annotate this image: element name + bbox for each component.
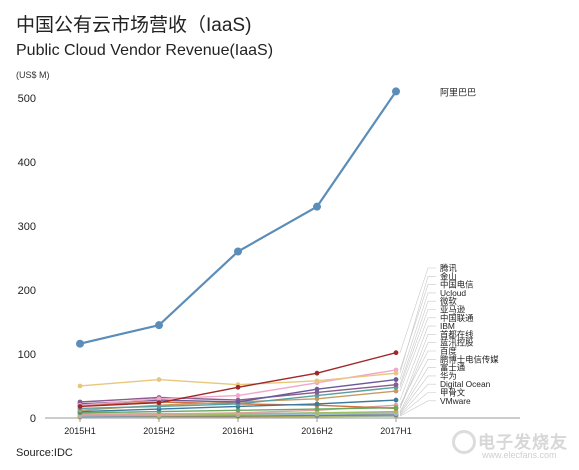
data-point (314, 406, 320, 412)
legend-label: 中国电信 (440, 280, 474, 290)
legend-label: IBM (440, 321, 455, 331)
legend-label: 华为 (440, 371, 457, 381)
data-point (393, 405, 399, 411)
x-tick-label: 2015H1 (64, 426, 96, 436)
y-axis-unit: (US$ M) (16, 70, 50, 80)
legend-leader-line (399, 309, 436, 388)
legend-leader-line (399, 350, 436, 406)
legend-label: Ucloud (440, 288, 466, 298)
legend-leader-line (399, 392, 436, 416)
data-point (77, 404, 83, 409)
data-point (392, 87, 400, 96)
chart-title-cn: 中国公有云市场营收（IaaS) (16, 15, 252, 36)
legend-label: 鹏博士电信传媒 (440, 354, 499, 364)
data-point (393, 382, 399, 388)
legend-leader-line (399, 400, 436, 417)
data-point (156, 400, 162, 406)
series-lines (76, 87, 400, 420)
line-chart: 0 100 200 300 400 500 2015H1 2015H2 2016H1 2016H2… (18, 87, 520, 436)
data-point (235, 393, 241, 398)
x-tick-label: 2016H2 (301, 426, 333, 436)
legend-leader-line (399, 317, 436, 392)
data-point (313, 202, 321, 211)
legend-label: 百度 (440, 346, 457, 356)
y-tick-label: 100 (18, 349, 36, 361)
legend-label: Digital Ocean (440, 379, 491, 389)
data-point (156, 377, 162, 382)
data-point (235, 384, 241, 390)
legend-leader-line (399, 267, 436, 353)
data-point (314, 386, 320, 392)
legend-label: 金山 (440, 271, 457, 281)
y-tick-label: 400 (18, 157, 36, 169)
legend-label: 富士通 (440, 363, 466, 373)
data-point (76, 339, 84, 348)
y-tick-label: 200 (18, 285, 36, 297)
legend-leader-line (399, 383, 436, 416)
legend-leader-line (399, 334, 436, 408)
legend-label: 阿里巴巴 (440, 87, 476, 97)
watermark-text-en: www.elecfans.com (482, 450, 557, 460)
x-tick-label: 2017H1 (380, 426, 412, 436)
legend-label: VMware (440, 396, 471, 406)
watermark: 电子发烧友 www.elecfans.com (452, 426, 574, 466)
legend-leader-line (399, 292, 436, 380)
data-point (314, 401, 320, 407)
y-tick-label: 500 (18, 93, 36, 105)
watermark-logo-icon (452, 430, 476, 454)
source-note: Source:IDC (16, 447, 73, 459)
x-tick-label: 2015H2 (143, 426, 175, 436)
data-point (314, 378, 320, 384)
data-point (393, 377, 399, 382)
legend-leader-line (399, 300, 436, 385)
data-point (393, 388, 399, 394)
legend: 阿里巴巴腾讯金山中国电信Ucloud微软亚马逊中国联通IBM首都在线蓝汛控股百度… (399, 87, 499, 417)
series-line (79, 90, 397, 345)
data-point (155, 321, 163, 330)
data-point (156, 396, 162, 402)
legend-label: 微软 (440, 296, 457, 306)
legend-leader-line (399, 375, 436, 414)
legend-leader-line (399, 284, 436, 371)
y-tick-label: 300 (18, 221, 36, 233)
legend-label: 腾讯 (440, 263, 457, 273)
legend-label: 首都在线 (440, 329, 474, 339)
data-point (77, 383, 83, 389)
data-point (393, 350, 399, 356)
legend-leader-line (399, 358, 436, 412)
data-point (393, 370, 399, 376)
x-tick-label: 2016H1 (222, 426, 254, 436)
watermark-text-cn: 电子发烧友 (478, 433, 568, 452)
y-tick-label: 0 (30, 413, 36, 425)
legend-leader-line (399, 367, 436, 414)
chart-title-en: Public Cloud Vendor Revenue(IaaS) (16, 42, 274, 59)
data-point (156, 404, 162, 409)
data-point (234, 247, 242, 256)
legend-leader-line (399, 325, 436, 401)
data-point (393, 397, 399, 403)
data-point (235, 399, 241, 405)
data-point (314, 370, 320, 376)
data-point (235, 407, 241, 413)
legend-label: 中国联通 (440, 313, 474, 323)
legend-label: 甲骨文 (440, 388, 466, 398)
legend-label: 蓝汛控股 (440, 338, 474, 348)
legend-label: 亚马逊 (440, 305, 466, 315)
